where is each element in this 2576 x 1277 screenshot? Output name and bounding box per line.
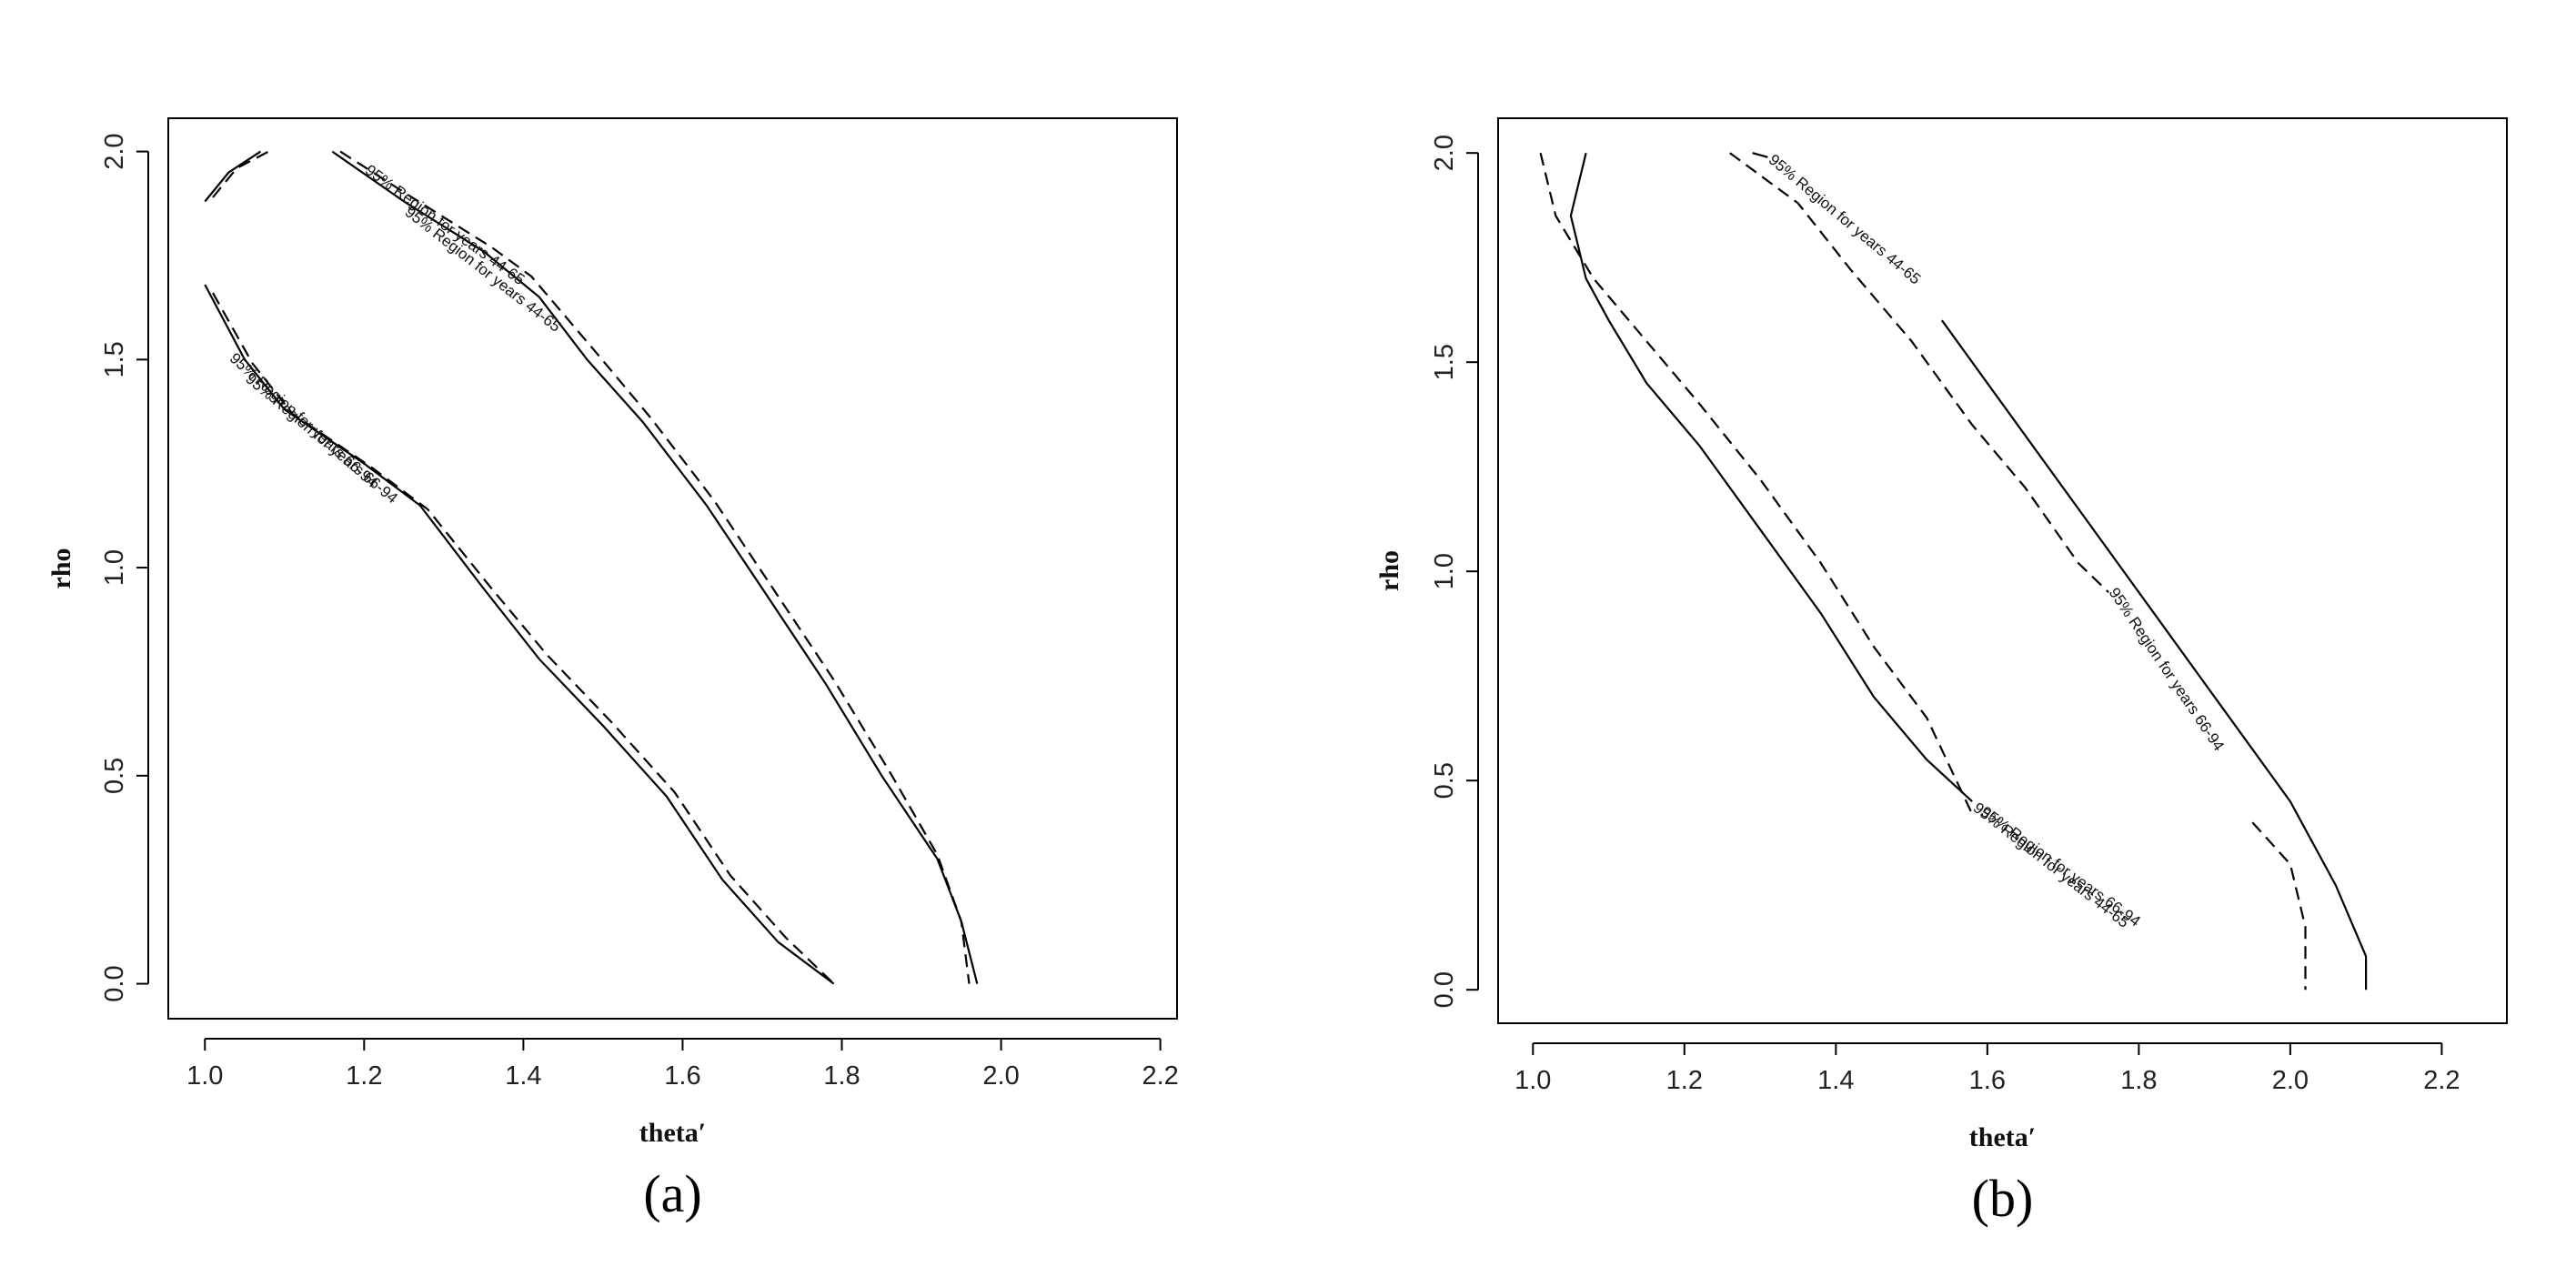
contour-label: 95% Region for years 44-65 [402,203,565,335]
contour-label: 95% Region for years 66-94 [1977,803,2143,930]
y-tick-label: 0.5 [100,758,129,794]
x-tick-label: 1.2 [1666,1066,1703,1095]
x-tick-label: 1.2 [346,1061,382,1091]
x-tick-label: 2.2 [2423,1066,2460,1095]
plot-frame [167,117,1178,1020]
contour-label: 95% Region for years 44-65 [1766,151,1924,288]
y-tick-label: 2.0 [100,133,129,169]
contour-label: 95% Region for years 44-65 [362,161,528,288]
caption: (a) [643,1164,701,1223]
y-axis-label: rho [46,548,76,589]
y-tick-label: 1.5 [1430,344,1459,380]
y-tick-label: 1.5 [100,341,129,377]
contour-label: 95% Region for years 66-94 [2106,585,2228,754]
contour-line [1569,152,2368,990]
y-tick-label: 2.0 [1430,135,1459,171]
contour-line [1539,152,2307,990]
y-tick-label: 1.0 [1430,553,1459,589]
caption: (b) [1972,1169,2034,1228]
x-axis-label: theta′ [639,1118,706,1148]
x-tick-label: 1.0 [186,1061,223,1091]
x-tick-label: 1.6 [664,1061,700,1091]
y-tick-label: 0.5 [1430,762,1459,799]
y-tick-label: 0.0 [100,965,129,1001]
contour-line [204,150,979,985]
x-tick-label: 1.4 [1817,1066,1854,1095]
contour-label: 95% Region for years 66-94 [226,349,381,491]
plot-frame [1497,117,2508,1024]
x-tick-label: 1.0 [1514,1066,1551,1095]
y-axis-label: rho [1374,550,1404,591]
x-tick-label: 1.8 [2120,1066,2157,1095]
x-tick-label: 1.4 [505,1061,541,1091]
x-tick-label: 2.0 [2272,1066,2309,1095]
x-tick-label: 1.6 [1969,1066,2006,1095]
y-tick-label: 0.0 [1430,971,1459,1008]
x-tick-label: 2.0 [982,1061,1019,1091]
x-tick-label: 2.2 [1142,1061,1178,1091]
y-tick-label: 1.0 [100,549,129,586]
x-axis-label: theta′ [1969,1122,2036,1152]
x-tick-label: 1.8 [823,1061,860,1091]
contour-line [212,150,971,985]
